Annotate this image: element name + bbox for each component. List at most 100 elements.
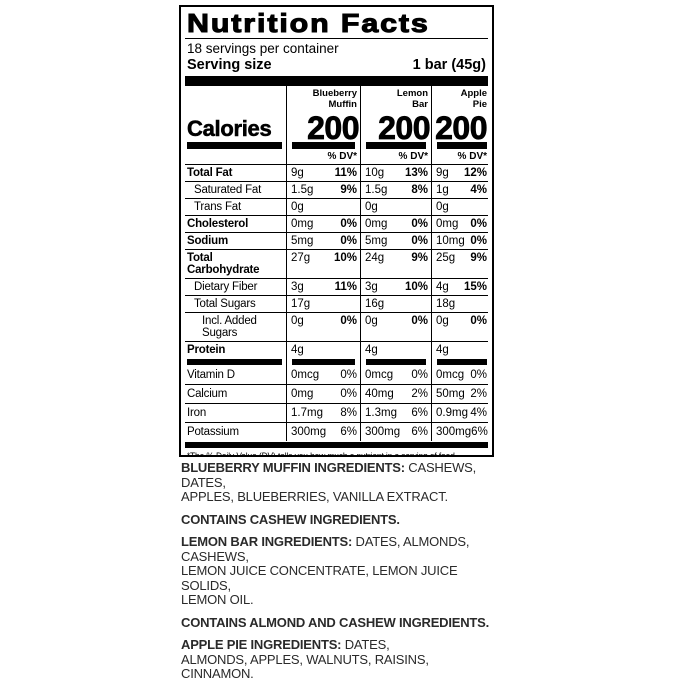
ingredients-heading: CONTAINS CASHEW INGREDIENTS. bbox=[181, 511, 400, 527]
amount-value: 16g bbox=[365, 297, 385, 310]
nutrient-name: Dietary Fiber bbox=[194, 280, 258, 293]
vitamin-row-calcium: Calcium 0mg 0% 40mg 2% 50mg 2% bbox=[185, 384, 488, 403]
value-cell: 0mg 0% bbox=[286, 215, 360, 232]
vitamin-row-potassium: Potassium 300mg 6% 300mg 6% 300mg 6% bbox=[185, 422, 488, 441]
ingredients-blueberry-muffin: BLUEBERRY MUFFIN INGREDIENTS: CASHEWS, D… bbox=[181, 460, 506, 505]
dv-value: 8% bbox=[340, 407, 357, 419]
amount-value: 0mg bbox=[291, 388, 314, 400]
product-name-apple-pie: Apple Pie bbox=[431, 86, 488, 110]
nutrition-facts-title: Nutrition Facts bbox=[186, 8, 430, 38]
dv-value: 0% bbox=[340, 388, 357, 400]
dv-header: % DV* bbox=[431, 149, 488, 164]
amount-value: 0mcg bbox=[436, 369, 465, 381]
amount-value: 25g bbox=[436, 251, 456, 264]
value-cell: 3g 10% bbox=[360, 278, 431, 295]
amount-value: 1.3mg bbox=[365, 407, 397, 419]
value-cell: 300mg 6% bbox=[360, 423, 431, 441]
dv-value: 0% bbox=[470, 217, 487, 230]
value-cell: 17g bbox=[286, 295, 360, 312]
value-cell: 3g 11% bbox=[286, 278, 360, 295]
dv-value: 0% bbox=[411, 234, 428, 247]
amount-value: 24g bbox=[365, 251, 385, 264]
empty-cell bbox=[185, 86, 286, 110]
nutrient-name: Cholesterol bbox=[187, 217, 249, 230]
value-cell: 0mcg 0% bbox=[431, 366, 488, 384]
nutrient-row-added-sugars: Incl. Added Sugars 0g 0% 0g 0% 0g 0% bbox=[185, 311, 488, 341]
dv-value: 0% bbox=[411, 314, 428, 327]
amount-value: 18g bbox=[436, 297, 456, 310]
value-cell: 0g bbox=[286, 198, 360, 215]
value-cell: 5mg 0% bbox=[286, 232, 360, 249]
amount-value: 0g bbox=[365, 314, 378, 327]
dv-value: 0% bbox=[340, 314, 357, 327]
dv-value: 0% bbox=[340, 369, 357, 381]
amount-value: 4g bbox=[365, 343, 378, 356]
ingredients-heading: LEMON BAR INGREDIENTS: bbox=[181, 534, 353, 549]
dv-value: 2% bbox=[470, 388, 487, 400]
value-cell: 0mg 0% bbox=[431, 215, 488, 232]
product-name-lemon-bar: Lemon Bar bbox=[360, 86, 431, 110]
bar-cell bbox=[286, 357, 360, 366]
value-cell: 0.9mg 4% bbox=[431, 404, 488, 422]
bar-cell bbox=[360, 141, 431, 150]
amount-value: 1.5g bbox=[365, 183, 388, 196]
nutrient-name: Calcium bbox=[187, 388, 228, 400]
nutrient-row-total-sugars: Total Sugars 17g 16g 18g bbox=[185, 294, 488, 312]
amount-value: 0mcg bbox=[291, 369, 320, 381]
product-header-row: Blueberry Muffin Lemon Bar Apple Pie bbox=[185, 86, 488, 110]
nutrient-row-dietary-fiber: Dietary Fiber 3g 11% 3g 10% 4g 15% bbox=[185, 277, 488, 295]
percent-dv-header-row: % DV* % DV* % DV* bbox=[185, 149, 488, 164]
dv-footnote: *The % Daily Value (DV) tells you how mu… bbox=[186, 451, 455, 457]
amount-value: 1.7mg bbox=[291, 407, 323, 419]
dv-value: 9% bbox=[470, 251, 487, 264]
value-cell: 18g bbox=[431, 295, 488, 312]
amount-value: 0g bbox=[291, 200, 304, 213]
nutrient-name: Saturated Fat bbox=[194, 183, 262, 196]
amount-value: 50mg bbox=[436, 388, 465, 400]
dv-header: % DV* bbox=[286, 149, 360, 164]
nutrient-name: Potassium bbox=[187, 426, 239, 438]
amount-value: 4g bbox=[436, 280, 449, 293]
nutrient-name: Sodium bbox=[187, 234, 228, 247]
amount-value: 0g bbox=[436, 200, 449, 213]
dv-value: 0% bbox=[340, 217, 357, 230]
dv-value: 0% bbox=[411, 369, 428, 381]
nutrient-name: Trans Fat bbox=[194, 200, 241, 213]
divider-bar bbox=[291, 358, 355, 365]
dv-value: 6% bbox=[411, 407, 428, 419]
amount-value: 0g bbox=[436, 314, 449, 327]
nutrient-name: Total Carbohydrate bbox=[187, 251, 260, 276]
amount-value: 0mg bbox=[436, 217, 459, 230]
dv-value: 10% bbox=[333, 251, 357, 264]
value-cell: 24g 9% bbox=[360, 249, 431, 278]
empty-cell bbox=[185, 150, 286, 164]
amount-value: 9g bbox=[291, 166, 304, 179]
serving-size-value: 1 bar (45g) bbox=[412, 57, 486, 73]
divider-bar bbox=[291, 142, 355, 149]
value-cell: 1g 4% bbox=[431, 181, 488, 198]
value-cell: 40mg 2% bbox=[360, 385, 431, 403]
amount-value: 40mg bbox=[365, 388, 394, 400]
value-cell: 0mcg 0% bbox=[286, 366, 360, 384]
nutrient-name: Total Sugars bbox=[194, 297, 256, 310]
ingredients-heading: CONTAINS ALMOND AND CASHEW INGREDIENTS. bbox=[181, 614, 490, 630]
nutrient-name: Total Fat bbox=[187, 166, 233, 179]
value-cell: 0g bbox=[431, 198, 488, 215]
amount-value: 27g bbox=[291, 251, 311, 264]
bar-cell bbox=[360, 357, 431, 366]
product-name-blueberry-muffin: Blueberry Muffin bbox=[286, 86, 360, 110]
servings-per-container: 18 servings per container bbox=[187, 41, 339, 56]
nutrition-table: Blueberry Muffin Lemon Bar Apple Pie Cal… bbox=[185, 86, 488, 441]
nutrient-name: Incl. Added Sugars bbox=[202, 314, 257, 339]
nutrient-name: Vitamin D bbox=[187, 369, 235, 381]
divider-bar bbox=[436, 358, 487, 365]
value-cell: 4g bbox=[360, 341, 431, 358]
value-cell: 300mg 6% bbox=[431, 423, 488, 441]
calories-label: Calories bbox=[187, 116, 272, 141]
value-cell: 1.5g 9% bbox=[286, 181, 360, 198]
value-cell: 1.3mg 6% bbox=[360, 404, 431, 422]
section-divider-bar bbox=[185, 76, 488, 86]
calories-row: Calories 200 200 200 bbox=[185, 110, 488, 144]
divider-bar bbox=[187, 358, 282, 365]
